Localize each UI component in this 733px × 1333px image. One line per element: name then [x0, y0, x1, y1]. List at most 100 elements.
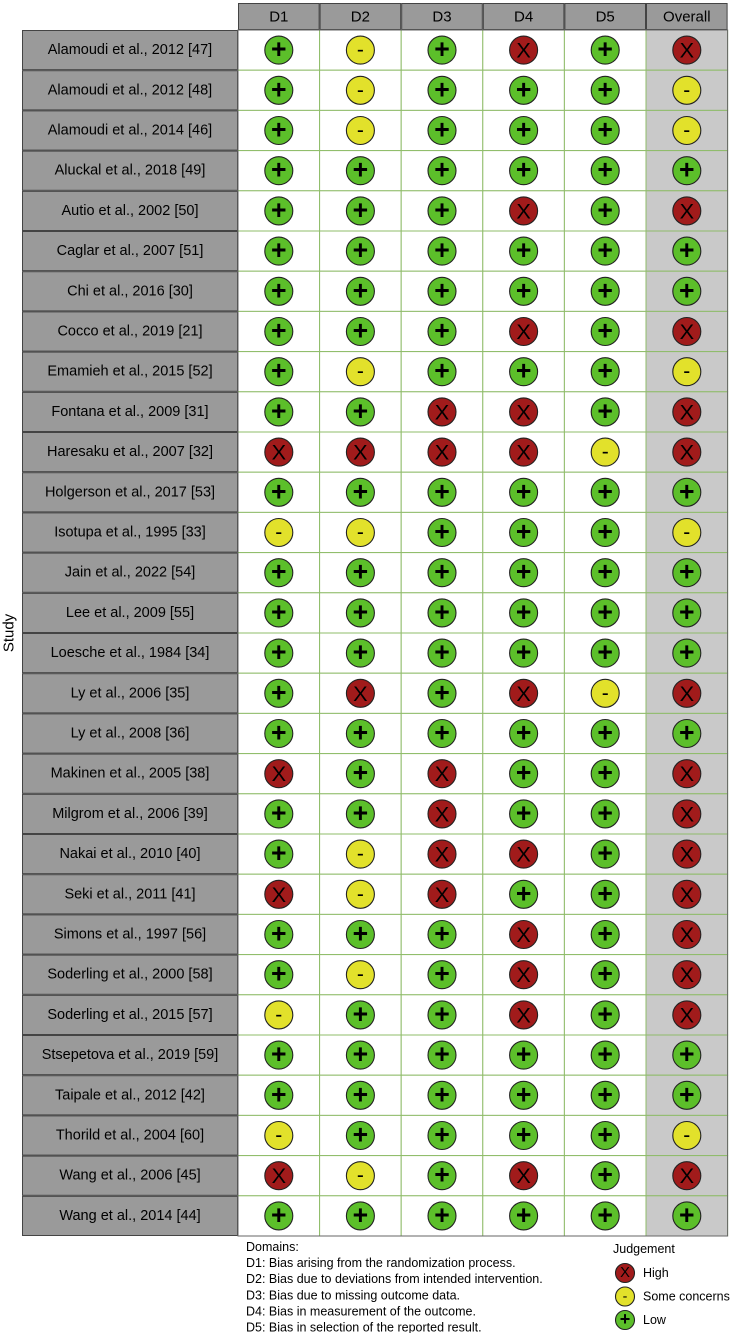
judgement-low-marker-symbol: +	[271, 235, 287, 265]
judgement-low-marker	[264, 919, 294, 950]
judgement-low-marker-symbol: +	[516, 1120, 532, 1150]
judgement-low-marker-symbol: +	[434, 356, 450, 386]
judgement-low-marker-symbol: +	[271, 637, 287, 667]
judgement-low-marker	[427, 357, 457, 387]
judgement-low-marker	[590, 759, 620, 789]
judgement-high-marker	[264, 879, 294, 909]
judgement-low-marker-symbol: +	[516, 74, 532, 104]
judgement-low-marker	[427, 35, 457, 65]
judgement-low-marker-symbol: +	[353, 275, 369, 305]
judgement-low-marker-symbol: +	[271, 275, 287, 305]
judgement-low-marker-symbol: +	[271, 838, 287, 868]
study-label: Ly et al., 2008 [36]	[71, 726, 190, 742]
judgement-low-marker	[345, 196, 375, 226]
column-header-overall	[646, 3, 728, 30]
judgement-high-marker-symbol: X	[516, 962, 531, 987]
study-label-cell	[22, 1035, 238, 1076]
judgement-low-marker-symbol: +	[597, 275, 613, 305]
judgement-low-marker	[345, 1080, 375, 1110]
judgement-low-marker	[590, 1201, 620, 1231]
study-label: Alamoudi et al., 2012 [47]	[48, 42, 212, 58]
judgement-low-marker-symbol: +	[271, 919, 287, 949]
judgement-some-marker-symbol: -	[357, 1164, 364, 1187]
judgement-high-marker-symbol: X	[516, 842, 531, 867]
study-label-cell	[22, 472, 238, 513]
judgement-high-marker-symbol: X	[680, 440, 695, 465]
judgement-low-marker-symbol: +	[271, 356, 287, 386]
judgement-low-marker	[590, 1000, 620, 1030]
study-label-cell	[22, 231, 238, 272]
judgement-low-marker	[590, 75, 620, 105]
judgement-low-marker	[590, 718, 620, 749]
judgement-low-marker	[509, 558, 539, 588]
study-label-cell	[22, 914, 238, 955]
legend-some-marker-symbol: -	[623, 1289, 628, 1305]
judgement-some-marker	[345, 115, 375, 146]
judgement-high-marker	[672, 397, 702, 427]
judgement-low-marker	[345, 1120, 375, 1151]
judgement-low-marker-symbol: +	[597, 396, 613, 426]
study-label: Loesche et al., 1984 [34]	[51, 645, 210, 661]
judgement-low-marker	[427, 236, 457, 266]
judgement-low-marker	[590, 357, 620, 387]
judgement-low-marker-symbol: +	[597, 1200, 613, 1230]
judgement-high-marker	[672, 759, 702, 789]
judgement-high-marker-symbol: X	[680, 962, 695, 987]
study-label-cell	[22, 834, 238, 875]
judgement-low-marker	[590, 919, 620, 950]
judgement-low-marker-symbol: +	[434, 1120, 450, 1150]
judgement-low-marker-symbol: +	[516, 1039, 532, 1069]
judgement-grid-frame	[237, 29, 729, 1237]
judgement-low-marker	[590, 638, 620, 668]
judgement-high-marker-symbol: X	[680, 681, 695, 706]
judgement-some-marker	[345, 1161, 375, 1191]
study-label: Makinen et al., 2005 [38]	[51, 766, 210, 782]
judgement-high-marker	[672, 678, 702, 708]
judgement-low-marker	[672, 638, 702, 668]
judgement-some-marker-symbol: -	[357, 883, 364, 906]
judgement-low-marker	[427, 960, 457, 990]
judgement-high-marker	[509, 196, 539, 226]
judgement-low-marker	[590, 477, 620, 507]
judgement-some-marker	[672, 115, 702, 146]
judgement-low-marker-symbol: +	[434, 275, 450, 305]
judgement-low-marker	[345, 558, 375, 588]
judgement-high-marker	[509, 839, 539, 869]
domain-description: D2: Bias due to deviations from intended…	[246, 1272, 543, 1286]
judgement-low-marker	[345, 316, 375, 347]
judgement-low-marker	[264, 115, 294, 146]
judgement-low-marker-symbol: +	[434, 1160, 450, 1190]
judgement-low-marker	[345, 919, 375, 950]
judgement-some-marker-symbol: -	[275, 1003, 282, 1026]
study-label-cell	[22, 994, 238, 1035]
judgement-some-marker-symbol: -	[683, 360, 690, 383]
judgement-low-marker-symbol: +	[434, 517, 450, 547]
judgement-low-marker-symbol: +	[434, 718, 450, 748]
judgement-high-marker-symbol: X	[516, 1002, 531, 1027]
judgement-high-marker	[672, 196, 702, 226]
judgement-high-marker-symbol: X	[680, 922, 695, 947]
y-axis-label: Study	[1, 613, 18, 652]
judgement-low-marker-symbol: +	[679, 597, 695, 627]
judgement-low-marker-symbol: +	[516, 1079, 532, 1109]
study-label-cell	[22, 271, 238, 312]
judgement-low-marker-symbol: +	[353, 758, 369, 788]
judgement-some-marker	[672, 357, 702, 387]
judgement-low-marker-symbol: +	[434, 1039, 450, 1069]
judgement-low-marker	[264, 75, 294, 105]
judgement-low-marker	[509, 75, 539, 105]
judgement-low-marker	[264, 1080, 294, 1110]
study-label: Soderling et al., 2015 [57]	[47, 1007, 212, 1023]
judgement-low-marker-symbol: +	[597, 115, 613, 145]
judgement-low-marker	[509, 799, 539, 829]
judgement-low-marker-symbol: +	[434, 919, 450, 949]
judgement-low-marker-symbol: +	[353, 798, 369, 828]
judgement-some-marker-symbol: -	[357, 119, 364, 142]
judgement-low-marker-symbol: +	[679, 557, 695, 587]
judgement-low-marker	[264, 799, 294, 829]
study-label: Wang et al., 2014 [44]	[59, 1208, 200, 1224]
judgement-high-marker-symbol: X	[516, 922, 531, 947]
judgement-low-marker-symbol: +	[516, 878, 532, 908]
study-label-cell	[22, 713, 238, 754]
judgement-high-marker	[509, 1000, 539, 1030]
